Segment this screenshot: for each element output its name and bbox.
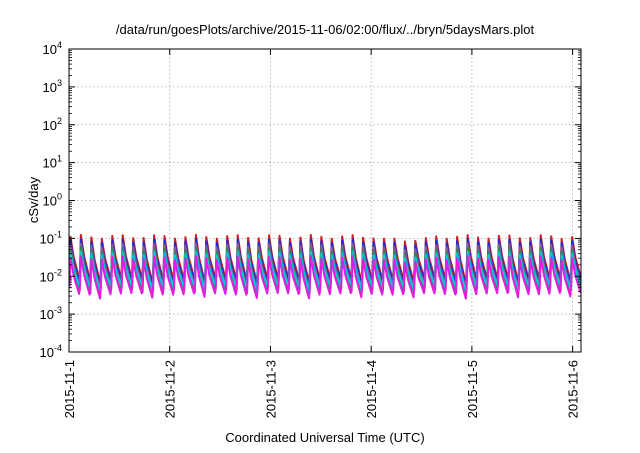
x-tick-label: 2015-11-2 (163, 360, 178, 418)
y-tick-label: 100 (43, 192, 62, 209)
series-group (68, 233, 582, 300)
y-tick-label: 10-3 (40, 305, 62, 322)
x-axis: 2015-11-1 2015-11-2 2015-11-3 2015-11-4 2015… (62, 49, 581, 418)
y-axis-label: cSv/day (26, 176, 41, 223)
y-tick-label: 10-2 (40, 267, 62, 284)
x-tick-label: 2015-11-5 (465, 360, 480, 418)
y-tick-label: 10-4 (40, 343, 62, 360)
y-tick-label: 103 (43, 78, 62, 95)
x-tick-label: 2015-11-6 (566, 360, 581, 418)
chart-title: /data/run/goesPlots/archive/2015-11-06/0… (116, 22, 535, 37)
y-tick-label: 101 (43, 154, 62, 171)
y-tick-label: 102 (43, 116, 62, 133)
y-axis: 10-4 10-3 10-2 10-1 100 101 102 103 104 (40, 40, 581, 360)
x-axis-label: Coordinated Universal Time (UTC) (225, 430, 424, 445)
x-tick-label: 2015-11-3 (263, 360, 278, 418)
grid (69, 49, 581, 352)
series-line (68, 255, 582, 300)
y-tick-label: 104 (43, 40, 62, 57)
x-tick-label: 2015-11-4 (364, 360, 379, 418)
x-tick-label: 2015-11-1 (62, 360, 77, 418)
y-tick-label: 10-1 (40, 229, 62, 246)
